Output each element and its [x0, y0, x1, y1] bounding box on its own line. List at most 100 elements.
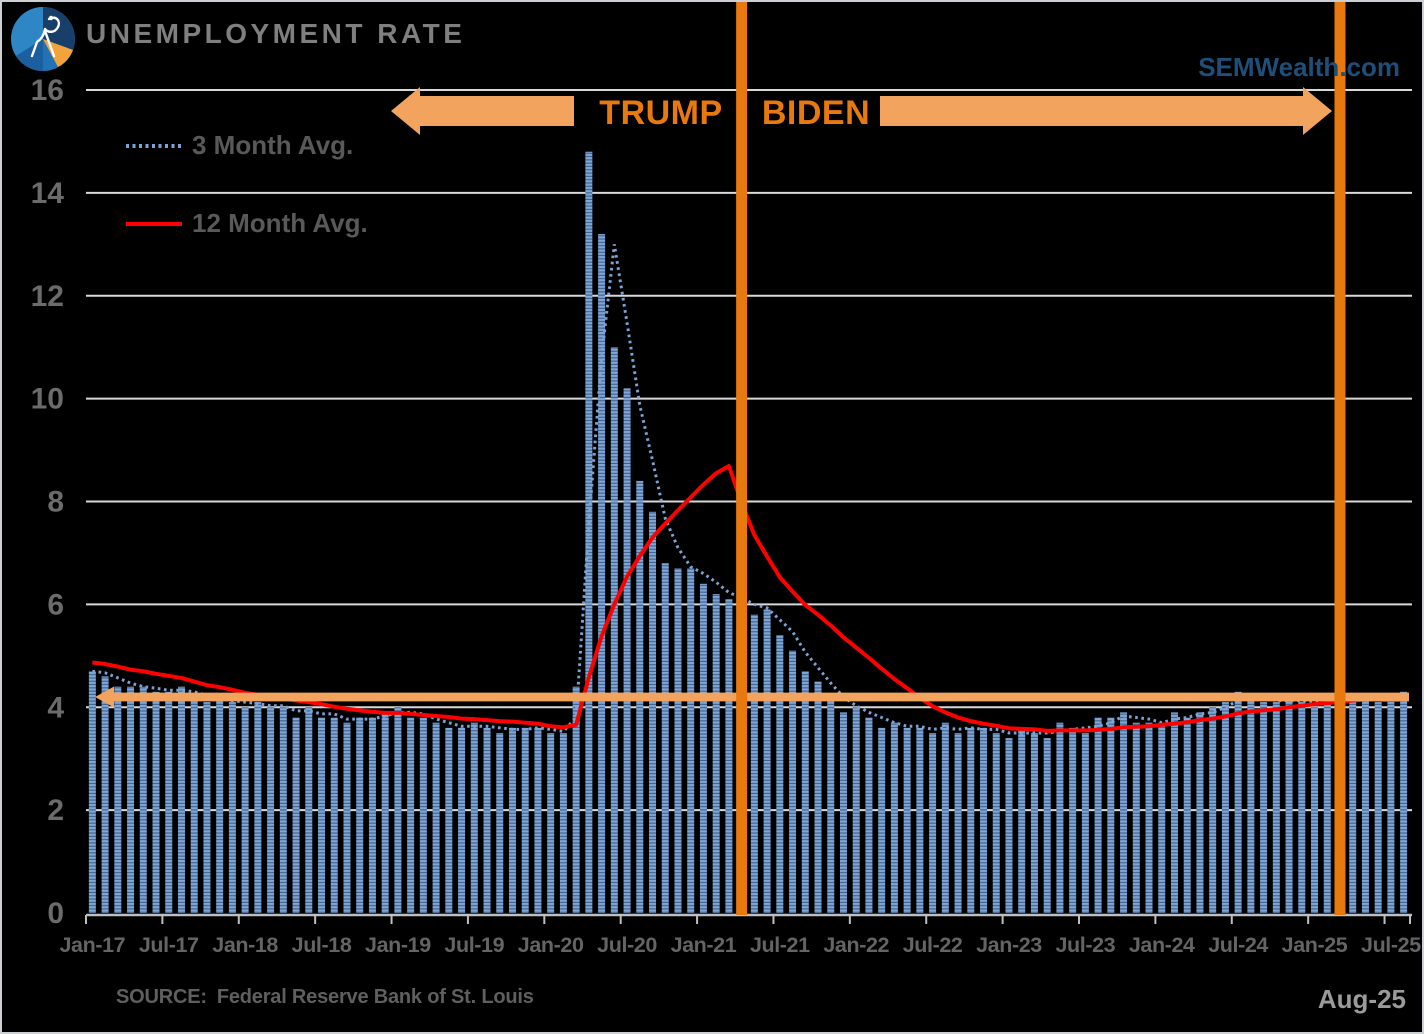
legend-label: 12 Month Avg. [192, 208, 368, 238]
bar [903, 727, 911, 913]
bar [649, 511, 657, 913]
bar [687, 568, 695, 913]
bar [1272, 702, 1280, 913]
bar [598, 234, 606, 913]
bar [954, 732, 962, 913]
bar [114, 686, 122, 913]
legend-item-3-month-avg: 3 Month Avg. [126, 130, 353, 161]
bar [241, 707, 249, 913]
bar [139, 686, 147, 913]
bar [789, 650, 797, 913]
bar [1005, 738, 1013, 913]
bar [368, 717, 376, 913]
bar [318, 717, 326, 913]
presidential-transition-line-2 [1334, 2, 1346, 915]
bar [1285, 696, 1293, 913]
bar [292, 717, 300, 913]
bar [381, 712, 389, 913]
x-axis-label-Jan-20: Jan-20 [518, 933, 584, 957]
bar [547, 732, 555, 913]
biden-era-arrow [880, 87, 1332, 135]
current-rate-reference-arrow [95, 686, 1409, 708]
bar [801, 671, 809, 913]
y-axis-label-10: 10 [31, 383, 64, 416]
x-axis-label-Jan-22: Jan-22 [823, 933, 889, 957]
y-axis-label-12: 12 [31, 280, 64, 313]
bar [407, 717, 415, 913]
bar [941, 722, 949, 913]
bar [1030, 732, 1038, 913]
bar [776, 635, 784, 913]
bar [980, 727, 988, 913]
bar [305, 707, 313, 913]
as-of-date: Aug-25 [1317, 984, 1406, 1014]
x-axis-label-Jan-18: Jan-18 [212, 933, 278, 957]
source-text: Federal Reserve Bank of St. Louis [216, 986, 534, 1008]
x-axis-label-Jul-25: Jul-25 [1361, 933, 1421, 957]
bar [1056, 722, 1064, 913]
bar [992, 732, 1000, 913]
bar [878, 727, 886, 913]
bar [610, 347, 618, 913]
bar [1323, 702, 1331, 913]
y-axis-label-16: 16 [31, 74, 64, 107]
bar [216, 696, 224, 913]
bar [1183, 717, 1191, 913]
x-axis-label-Jul-19: Jul-19 [444, 933, 504, 957]
bar [445, 727, 453, 913]
bar [674, 568, 682, 913]
unemployment-bars [88, 151, 1408, 914]
bar [190, 696, 198, 913]
bar [572, 686, 580, 913]
bar [1132, 722, 1140, 913]
bar [585, 151, 593, 914]
bar [508, 727, 516, 913]
bar [1221, 702, 1229, 913]
page-title: UNEMPLOYMENT RATE [86, 18, 466, 49]
trump-annotation-label: TRUMP [599, 94, 723, 132]
bar [432, 722, 440, 913]
brand-link[interactable]: SEMWealth.com [1198, 52, 1400, 82]
bar [88, 671, 96, 913]
bar [1145, 722, 1153, 913]
bar [929, 732, 937, 913]
bar [1247, 696, 1255, 913]
bar [1298, 702, 1306, 913]
x-axis-label-Jan-24: Jan-24 [1129, 933, 1195, 957]
bar [470, 722, 478, 913]
bar [1374, 702, 1382, 913]
bar [1170, 712, 1178, 913]
x-axis-label-Jul-20: Jul-20 [597, 933, 657, 957]
bar [1120, 712, 1128, 913]
bar [458, 727, 466, 913]
bar [419, 717, 427, 913]
bar [839, 712, 847, 913]
bar [152, 691, 160, 913]
bar [699, 583, 707, 913]
presidential-transition-line-1 [736, 2, 748, 915]
y-axis-label-8: 8 [47, 486, 64, 519]
pie-logo-icon [11, 7, 75, 71]
bar [1361, 696, 1369, 913]
trump-era-arrow [391, 87, 574, 135]
legend-solid-line-swatch [126, 221, 182, 226]
bar [330, 717, 338, 913]
x-axis-label-Jan-23: Jan-23 [976, 933, 1042, 957]
y-axis-label-0: 0 [47, 897, 64, 930]
bar [521, 727, 529, 913]
bar [1349, 696, 1357, 913]
bar [267, 707, 275, 913]
source-line: SOURCE: Federal Reserve Bank of St. Louis [116, 986, 534, 1009]
bar [203, 702, 211, 913]
bar [559, 732, 567, 913]
bar [725, 599, 733, 913]
bar [394, 707, 402, 913]
bar [814, 681, 822, 913]
bar [1069, 727, 1077, 913]
bar [1311, 707, 1319, 913]
bar [661, 563, 669, 913]
bar [763, 609, 771, 913]
legend-dotted-line-swatch [126, 143, 182, 148]
bar [127, 686, 135, 913]
bar [890, 722, 898, 913]
